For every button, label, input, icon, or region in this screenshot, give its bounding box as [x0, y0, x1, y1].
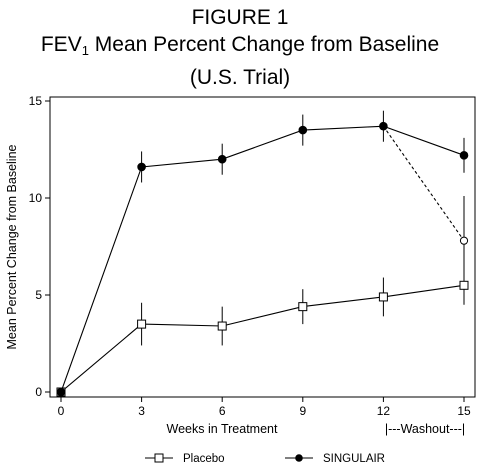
x-tick-label: 9	[299, 404, 306, 418]
data-point	[217, 321, 227, 331]
plot-frame	[49, 96, 476, 398]
legend-item-singulair: SINGULAIR	[285, 453, 385, 465]
data-point	[137, 319, 147, 329]
washout-label: |---Washout---|	[385, 422, 465, 436]
axes: 0 3 6 9 12 15 0 5 10 15	[29, 94, 471, 418]
subtitle-rest: Mean Percent Change from Baseline	[88, 33, 440, 56]
y-axis-label: Mean Percent Change from Baseline	[5, 144, 19, 349]
series-layer	[56, 110, 469, 397]
series-washout-2	[382, 125, 469, 286]
series-singulair	[56, 110, 469, 397]
chart-title: FIGURE 1	[191, 6, 289, 29]
x-axis-label: Weeks in Treatment	[167, 422, 278, 436]
legend-marker	[295, 454, 303, 462]
series-line	[382, 125, 465, 242]
data-point	[56, 387, 66, 397]
legend: Placebo SINGULAIR	[145, 453, 385, 465]
x-tick-label: 3	[138, 404, 145, 418]
y-tick-label: 10	[29, 191, 43, 205]
legend-label: SINGULAIR	[323, 453, 385, 465]
x-tick-label: 0	[58, 404, 65, 418]
subtitle-prefix: FEV	[40, 33, 82, 56]
x-tick-label: 15	[457, 404, 471, 418]
data-point	[298, 302, 308, 312]
chart-subtitle-2: (U.S. Trial)	[189, 66, 291, 89]
data-point	[137, 162, 146, 172]
series-line	[60, 125, 465, 393]
x-tick-label: 6	[219, 404, 226, 418]
y-tick-label: 15	[29, 94, 43, 108]
legend-label: Placebo	[183, 453, 225, 465]
data-point	[217, 154, 227, 164]
data-point	[459, 151, 469, 160]
x-tick-label: 12	[377, 404, 391, 418]
y-tick-label: 5	[35, 288, 42, 302]
data-point	[298, 125, 308, 135]
subtitle-subscript: 1	[81, 43, 89, 58]
data-point	[379, 121, 388, 131]
chart-subtitle: FEV1 Mean Percent Change from Baseline	[0, 31, 480, 64]
y-tick-label: 0	[35, 385, 42, 399]
data-point	[459, 236, 469, 245]
series-placebo	[56, 265, 469, 397]
data-point	[378, 292, 388, 302]
legend-marker	[154, 453, 164, 463]
chart-title-block: FIGURE 1 FEV1 Mean Percent Change from B…	[0, 4, 480, 91]
data-point	[459, 280, 469, 290]
legend-item-placebo: Placebo	[145, 453, 225, 465]
series-line	[60, 284, 465, 393]
